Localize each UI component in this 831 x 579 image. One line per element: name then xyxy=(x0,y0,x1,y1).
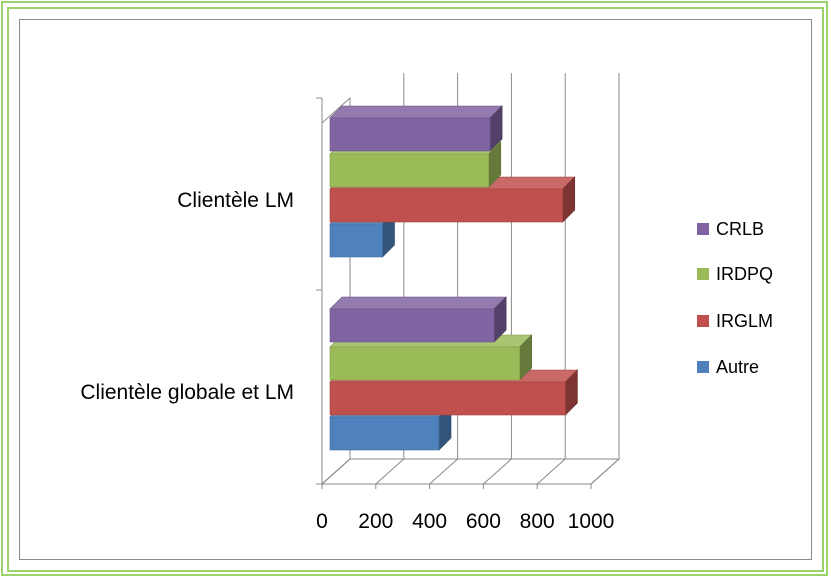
gridline-floor xyxy=(375,458,405,485)
chart-bars xyxy=(329,105,579,451)
chart-floor xyxy=(320,458,621,485)
bar-top-crlb xyxy=(329,296,507,310)
legend-swatch-autre xyxy=(697,361,709,373)
bar-top-crlb xyxy=(329,105,503,119)
chart-axis: 0 200 400 600 800 1000 Clientèle globale et LM… xyxy=(80,97,615,533)
chart-legend: CRLB IRDPQ IRGLM Autre xyxy=(697,219,773,377)
bar-irglm xyxy=(329,381,566,416)
legend-swatch-irdpq xyxy=(697,268,709,280)
bar-irdpq xyxy=(329,153,490,188)
gridline-floor xyxy=(590,458,620,485)
category-label: Clientèle LM xyxy=(177,189,294,212)
x-tick-label: 1000 xyxy=(568,510,615,533)
x-tick-label: 800 xyxy=(520,510,555,533)
bar-crlb xyxy=(329,308,495,343)
x-tick-label: 200 xyxy=(358,510,393,533)
inner-border xyxy=(7,7,824,572)
legend-label-autre: Autre xyxy=(716,357,759,377)
legend-swatch-irglm xyxy=(697,315,709,327)
legend-label-irglm: IRGLM xyxy=(716,311,773,331)
gridline-floor xyxy=(536,458,566,485)
x-tick-label: 400 xyxy=(412,510,447,533)
x-tick-label: 600 xyxy=(466,510,501,533)
x-tick-label: 0 xyxy=(316,510,328,533)
category-label: Clientèle globale et LM xyxy=(80,381,294,404)
bar-autre xyxy=(329,416,440,451)
gridline-floor xyxy=(483,458,512,485)
legend-swatch-crlb xyxy=(697,223,709,235)
bar-crlb xyxy=(329,117,491,152)
bar-autre xyxy=(329,223,383,258)
gridline-floor xyxy=(429,458,458,485)
legend-label-irdpq: IRDPQ xyxy=(716,264,773,284)
bar-irglm xyxy=(329,188,564,223)
gridline-floor xyxy=(321,458,351,485)
legend-label-crlb: CRLB xyxy=(716,219,764,239)
bar-irdpq xyxy=(329,346,521,381)
